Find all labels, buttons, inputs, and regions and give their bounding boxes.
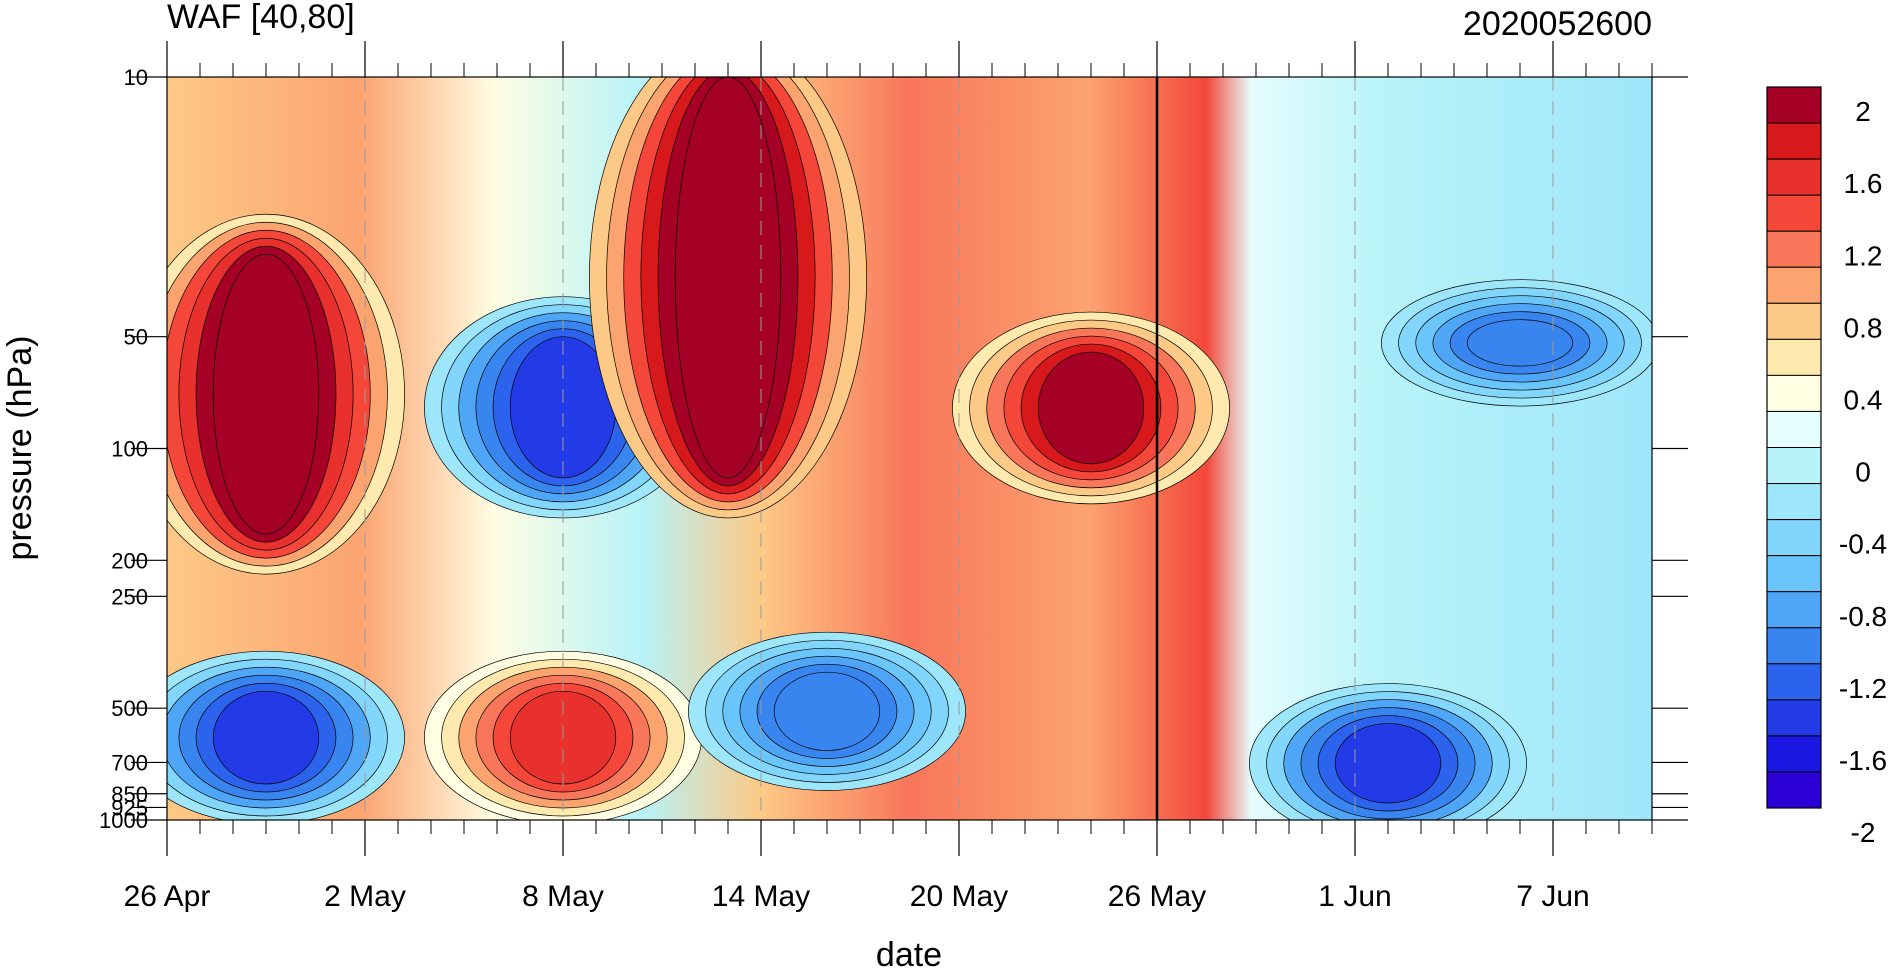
- x-tick-label: 2 May: [324, 880, 406, 913]
- colorbar: 2 1.6 1.2 0.8 0.4 0 -0.4 -0.8 -1.2 -1.6 -2: [1766, 86, 1887, 848]
- chart-subtitle: 2020052600: [1463, 5, 1652, 43]
- colorbar-swatch: [1766, 158, 1822, 196]
- colorbar-swatch: [1766, 699, 1822, 737]
- y-tick-label: 100: [111, 437, 148, 462]
- contour-band: [674, 77, 782, 479]
- colorbar-frame: [1766, 86, 1822, 809]
- x-tick-label: 1 Jun: [1318, 880, 1391, 913]
- colorbar-label: 0.8: [1844, 312, 1883, 343]
- y-tick-label: 500: [111, 696, 148, 721]
- colorbar-label: 1.6: [1844, 168, 1883, 199]
- colorbar-swatch: [1766, 338, 1822, 376]
- colorbar-swatch: [1766, 627, 1822, 665]
- colorbar-swatch: [1766, 483, 1822, 521]
- contour-band: [212, 253, 320, 535]
- x-tick-label: 26 May: [1108, 880, 1206, 913]
- colorbar-label: -0.4: [1839, 529, 1887, 560]
- y-tick-label: 50: [124, 325, 148, 350]
- colorbar-swatch: [1766, 194, 1822, 232]
- colorbar-swatch: [1766, 410, 1822, 449]
- contour-features: [167, 77, 1652, 820]
- colorbar-swatch: [1766, 302, 1822, 340]
- contour-band: [212, 690, 320, 785]
- colorbar-swatch: [1766, 735, 1822, 773]
- y-tick-label: 700: [111, 750, 148, 775]
- contour-band: [773, 671, 881, 751]
- chart-title: WAF [40,80]: [167, 0, 355, 36]
- colorbar-swatch: [1766, 555, 1822, 593]
- colorbar-swatch: [1766, 447, 1822, 485]
- colorbar-swatch: [1766, 591, 1822, 629]
- y-axis-label: pressure (hPa): [1, 336, 39, 561]
- y-tick-label: 10: [124, 65, 148, 90]
- x-tick-label: 20 May: [910, 880, 1008, 913]
- contour-band: [1037, 351, 1145, 465]
- colorbar-label: -1.2: [1839, 673, 1887, 704]
- colorbar-swatch: [1766, 86, 1822, 124]
- colorbar-label: 1.2: [1844, 240, 1883, 271]
- colorbar-label: -2: [1851, 817, 1876, 848]
- x-tick-label: 26 Apr: [124, 880, 211, 913]
- plot-area: 26 Apr 2 May 8 May 14 May 20 May 26 May 1 Jun 7…: [99, 41, 1688, 913]
- colorbar-swatch: [1766, 230, 1822, 268]
- y-tick-label: 1000: [99, 808, 148, 833]
- colorbar-swatch: [1766, 519, 1822, 557]
- colorbar-swatch: [1766, 374, 1822, 412]
- x-tick-label: 7 Jun: [1516, 880, 1589, 913]
- colorbar-label: -0.8: [1839, 601, 1887, 632]
- y-tick-label: 850: [111, 782, 148, 807]
- y-tick-label: 200: [111, 548, 148, 573]
- colorbar-label: 0.4: [1844, 384, 1883, 415]
- colorbar-swatch: [1766, 122, 1822, 160]
- x-tick-label: 14 May: [712, 880, 810, 913]
- y-tick-label: 925: [111, 795, 148, 820]
- colorbar-label: 2: [1855, 96, 1871, 127]
- y-tick-label: 250: [111, 584, 148, 609]
- contour-band: [1334, 723, 1442, 804]
- colorbar-label: 0: [1855, 457, 1871, 488]
- x-axis-label: date: [876, 936, 942, 968]
- colorbar-swatch: [1766, 266, 1822, 304]
- contour-band: [1466, 319, 1574, 367]
- x-tick-label: 8 May: [522, 880, 604, 913]
- colorbar-label: -1.6: [1839, 745, 1887, 776]
- x-axis-ticks: 26 Apr 2 May 8 May 14 May 20 May 26 May 1 Jun 7…: [124, 41, 1653, 913]
- colorbar-swatch: [1766, 771, 1822, 809]
- colorbar-swatch: [1766, 663, 1822, 701]
